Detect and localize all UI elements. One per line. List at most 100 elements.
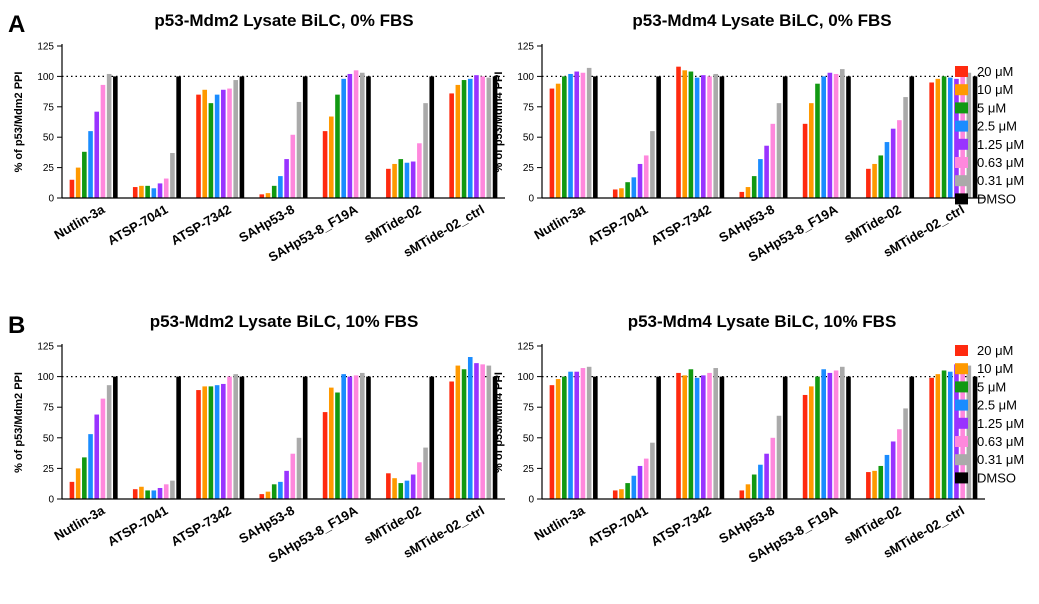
charts-group: p53-Mdm2 Lysate BiLC, 0% FBS % of p53/Mdm… bbox=[13, 11, 985, 566]
bar bbox=[429, 376, 435, 499]
bar bbox=[815, 83, 820, 198]
bar bbox=[461, 369, 467, 499]
bar bbox=[619, 188, 624, 198]
bar bbox=[69, 179, 75, 198]
bar bbox=[196, 390, 201, 499]
bar bbox=[429, 76, 435, 198]
bar bbox=[145, 185, 150, 198]
legend-label: 10 μM bbox=[977, 82, 1013, 97]
legend-label: 2.5 μM bbox=[977, 119, 1017, 134]
bar bbox=[960, 75, 965, 198]
bar bbox=[676, 66, 681, 198]
bar bbox=[239, 76, 245, 198]
bar bbox=[410, 161, 416, 198]
bar bbox=[568, 371, 573, 499]
bar bbox=[347, 376, 353, 499]
bar bbox=[619, 489, 624, 499]
y-axis-label: % of p53/Mdm4 PPI bbox=[493, 372, 505, 473]
bar bbox=[296, 437, 302, 499]
bar bbox=[359, 372, 365, 499]
bar bbox=[745, 484, 751, 499]
bar bbox=[802, 123, 808, 198]
bar bbox=[713, 73, 719, 198]
bar bbox=[643, 458, 649, 499]
legend-swatch bbox=[955, 472, 968, 484]
bar bbox=[335, 94, 340, 198]
bar bbox=[106, 73, 112, 198]
bar bbox=[833, 370, 839, 499]
bar bbox=[322, 131, 328, 198]
legend-label: 0.31 μM bbox=[977, 173, 1024, 188]
x-tick-label: ATSP-7342 bbox=[168, 503, 233, 549]
bar bbox=[878, 465, 884, 499]
bar bbox=[100, 398, 106, 499]
legend-label: 0.63 μM bbox=[977, 155, 1024, 170]
y-axis-label: % of p53/Mdm2 PPI bbox=[13, 372, 25, 473]
y-tick-label: 125 bbox=[37, 42, 54, 53]
bar bbox=[625, 483, 630, 499]
bar bbox=[170, 480, 175, 499]
bar bbox=[100, 84, 106, 198]
bar bbox=[353, 375, 359, 499]
legend-label: 0.31 μM bbox=[977, 452, 1024, 467]
bar bbox=[284, 470, 289, 499]
bar bbox=[872, 470, 877, 499]
bar bbox=[593, 76, 598, 198]
bar bbox=[328, 116, 334, 198]
bar bbox=[909, 76, 915, 198]
bar bbox=[227, 88, 232, 198]
bar bbox=[386, 473, 391, 499]
legend-swatch bbox=[955, 138, 968, 150]
y-tick-label: 0 bbox=[528, 495, 534, 506]
bar bbox=[290, 134, 296, 198]
bar bbox=[82, 457, 87, 499]
bar bbox=[821, 369, 826, 499]
bar bbox=[656, 76, 661, 198]
bar bbox=[271, 185, 277, 198]
bar bbox=[176, 376, 181, 499]
bar bbox=[555, 83, 561, 198]
y-tick-label: 50 bbox=[523, 433, 535, 444]
bar bbox=[94, 111, 100, 198]
legend-label: 1.25 μM bbox=[977, 416, 1024, 431]
bar bbox=[176, 76, 181, 198]
bar bbox=[449, 93, 454, 198]
bar bbox=[492, 76, 498, 198]
bar bbox=[455, 84, 461, 198]
y-axis-label: % of p53/Mdm4 PPI bbox=[493, 72, 505, 173]
bar bbox=[947, 371, 953, 499]
legend-swatch bbox=[955, 193, 968, 205]
bar bbox=[398, 159, 404, 198]
bar bbox=[410, 474, 416, 499]
bar bbox=[808, 103, 814, 198]
bar bbox=[486, 365, 492, 499]
bar bbox=[455, 365, 461, 499]
bar bbox=[404, 480, 410, 499]
bar bbox=[707, 76, 712, 198]
bar bbox=[259, 494, 265, 499]
bar bbox=[739, 191, 745, 198]
legend-swatch bbox=[955, 417, 968, 429]
bar bbox=[417, 143, 422, 198]
legend-swatch bbox=[955, 454, 968, 466]
bar bbox=[132, 187, 138, 198]
panel-letter-b: B bbox=[8, 312, 25, 339]
y-tick-label: 100 bbox=[37, 372, 54, 383]
bar bbox=[568, 73, 573, 198]
bar bbox=[650, 442, 655, 499]
bar bbox=[423, 447, 428, 499]
bar bbox=[106, 385, 112, 499]
bar bbox=[897, 120, 902, 198]
legend-swatch bbox=[955, 84, 968, 96]
bar bbox=[972, 376, 978, 499]
x-tick-label: ATSP-7342 bbox=[648, 202, 713, 248]
bar bbox=[770, 123, 776, 198]
x-tick-label: ATSP-7041 bbox=[105, 503, 170, 549]
x-tick-label: Nutlin-3a bbox=[51, 502, 107, 543]
legend-label: 1.25 μM bbox=[977, 137, 1024, 152]
bar bbox=[866, 472, 871, 499]
bar bbox=[751, 176, 757, 198]
bar bbox=[776, 415, 782, 499]
bar bbox=[935, 374, 941, 499]
bar bbox=[202, 89, 208, 198]
